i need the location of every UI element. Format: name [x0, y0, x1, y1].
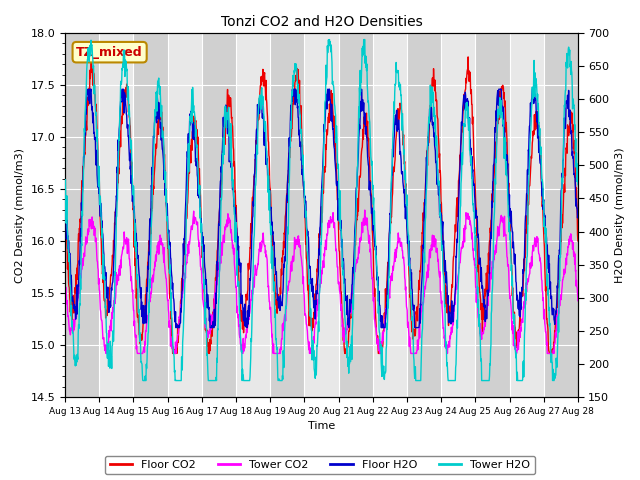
Bar — [270, 33, 305, 397]
Bar — [202, 33, 236, 397]
Bar — [168, 33, 202, 397]
Y-axis label: H2O Density (mmol/m3): H2O Density (mmol/m3) — [615, 147, 625, 283]
Bar — [236, 33, 270, 397]
Bar — [339, 33, 372, 397]
Bar — [441, 33, 476, 397]
Text: TZ_mixed: TZ_mixed — [76, 46, 143, 59]
Bar — [65, 33, 99, 397]
Bar — [476, 33, 509, 397]
Bar — [372, 33, 407, 397]
Bar — [544, 33, 578, 397]
Bar — [133, 33, 168, 397]
Title: Tonzi CO2 and H2O Densities: Tonzi CO2 and H2O Densities — [221, 15, 422, 29]
Bar — [305, 33, 339, 397]
X-axis label: Time: Time — [308, 421, 335, 432]
Bar — [407, 33, 441, 397]
Bar — [509, 33, 544, 397]
Bar — [99, 33, 133, 397]
Y-axis label: CO2 Density (mmol/m3): CO2 Density (mmol/m3) — [15, 147, 25, 283]
Legend: Floor CO2, Tower CO2, Floor H2O, Tower H2O: Floor CO2, Tower CO2, Floor H2O, Tower H… — [105, 456, 535, 474]
